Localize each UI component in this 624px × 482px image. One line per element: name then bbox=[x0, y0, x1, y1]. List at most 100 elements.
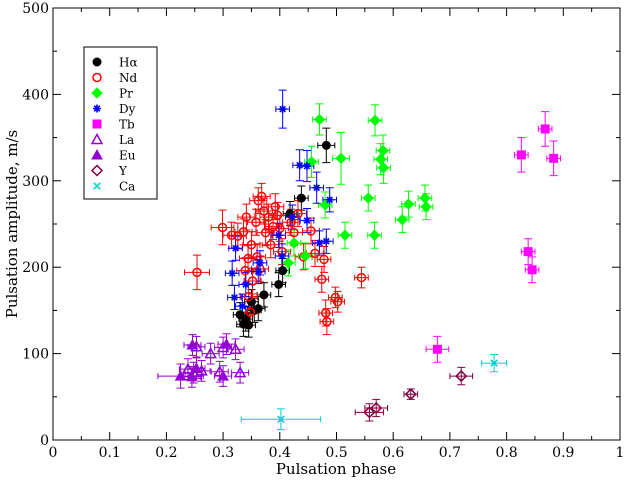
error-bar bbox=[222, 221, 241, 249]
data-point-nd bbox=[192, 267, 202, 278]
data-point-h bbox=[235, 310, 245, 320]
axes: 0 0.1 0.2 0.3 0.4 0.5 0.6 0.7 0.8 0.9 1 0 100 200 300 4… bbox=[22, 1, 624, 461]
data-point-la bbox=[181, 362, 195, 374]
error-bar bbox=[246, 208, 265, 236]
data-point-dy bbox=[295, 161, 304, 170]
data-point-nd bbox=[246, 239, 257, 250]
x-tick-label: 0.8 bbox=[495, 445, 517, 461]
data-point-dy bbox=[255, 258, 264, 267]
data-point-nd bbox=[270, 201, 281, 212]
error-bar bbox=[354, 403, 385, 422]
data-point-nd bbox=[289, 227, 299, 238]
data-point-ca bbox=[490, 359, 498, 367]
legend-marker bbox=[90, 164, 104, 177]
data-point-pr bbox=[362, 192, 374, 204]
error-bar bbox=[354, 266, 369, 289]
error-bar bbox=[231, 361, 250, 384]
data-point-nd bbox=[322, 316, 332, 327]
error-bar bbox=[210, 360, 229, 383]
data-point-nd bbox=[306, 226, 316, 236]
error-bar bbox=[243, 267, 262, 295]
data-point-nd bbox=[259, 206, 269, 216]
data-point-nd bbox=[241, 212, 252, 222]
data-point-la bbox=[233, 366, 247, 378]
x-tick-label: 0.1 bbox=[99, 445, 121, 461]
data-point-nd bbox=[260, 227, 271, 238]
data-point-eu bbox=[217, 370, 229, 381]
data-point-tb bbox=[516, 150, 526, 160]
error-bar bbox=[237, 203, 256, 231]
data-point-nd bbox=[243, 253, 253, 264]
data-point-dy bbox=[315, 239, 324, 248]
legend-label: Tb bbox=[119, 118, 135, 132]
data-point-tb bbox=[540, 124, 550, 134]
data-point-la bbox=[204, 347, 217, 359]
data-point-dy bbox=[274, 231, 283, 240]
error-bar bbox=[261, 231, 280, 259]
legend-marker bbox=[92, 57, 102, 67]
y-tick-label: 0 bbox=[40, 433, 49, 449]
data-point-h bbox=[244, 320, 254, 330]
data-point-dy bbox=[303, 216, 312, 225]
x-tick-label: 0.3 bbox=[212, 445, 234, 461]
data-point-nd bbox=[275, 223, 285, 234]
x-tick-label: 0.2 bbox=[155, 445, 177, 461]
legend-label: Pr bbox=[119, 87, 133, 101]
data-point-y bbox=[363, 406, 376, 419]
data-point-pr bbox=[420, 201, 432, 213]
data-point-h bbox=[259, 290, 269, 300]
data-point-pr bbox=[313, 113, 326, 126]
data-point-nd bbox=[268, 221, 278, 232]
legend-label: Ca bbox=[119, 180, 135, 194]
data-point-nd bbox=[256, 191, 267, 202]
data-point-y bbox=[370, 401, 383, 415]
data-point-pr bbox=[396, 213, 408, 226]
data-point-dy bbox=[325, 195, 334, 204]
error-bar bbox=[330, 290, 345, 313]
legend-label: Dy bbox=[119, 102, 136, 116]
data-point-pr bbox=[368, 229, 381, 241]
data-point-h bbox=[296, 193, 306, 203]
data-point-nd bbox=[238, 227, 249, 237]
data-point-nd bbox=[356, 272, 367, 283]
error-bar bbox=[403, 388, 419, 400]
data-point-tb bbox=[527, 265, 537, 275]
data-point-tb bbox=[549, 153, 559, 163]
y-tick-label: 300 bbox=[22, 174, 49, 190]
data-point-pr bbox=[377, 144, 389, 157]
data-point-nd bbox=[265, 239, 276, 250]
y-tick-label: 100 bbox=[22, 347, 49, 363]
data-point-nd bbox=[240, 265, 250, 276]
data-point-nd bbox=[217, 222, 228, 233]
data-point-dy bbox=[241, 280, 250, 289]
error-bar bbox=[201, 342, 220, 365]
y-axis-label: Pulsation amplitude, m/s bbox=[3, 130, 21, 319]
error-bar bbox=[239, 245, 258, 273]
error-bar bbox=[263, 213, 283, 241]
error-bar bbox=[270, 214, 289, 242]
data-point-dy bbox=[228, 269, 237, 278]
legend-marker bbox=[91, 87, 103, 99]
error-bar bbox=[236, 257, 255, 285]
data-point-eu bbox=[190, 362, 203, 373]
data-point-pr bbox=[369, 114, 381, 127]
error-bar bbox=[249, 187, 268, 215]
data-point-la bbox=[229, 342, 242, 355]
data-point-eu bbox=[186, 370, 198, 382]
legend-marker bbox=[91, 148, 103, 160]
error-bar bbox=[248, 243, 267, 271]
data-point-nd bbox=[272, 210, 283, 221]
error-bar bbox=[318, 299, 334, 327]
data-point-dy bbox=[278, 105, 287, 114]
data-point-nd bbox=[263, 212, 274, 222]
error-bar bbox=[266, 193, 285, 221]
legend-marker bbox=[93, 182, 101, 190]
data-point-dy bbox=[254, 267, 263, 276]
error-bar bbox=[259, 203, 278, 231]
error-bar bbox=[364, 398, 389, 418]
data-point-nd bbox=[310, 248, 320, 259]
error-bar bbox=[184, 254, 210, 291]
y-tick-label: 500 bbox=[22, 1, 49, 17]
data-point-nd bbox=[332, 297, 343, 307]
